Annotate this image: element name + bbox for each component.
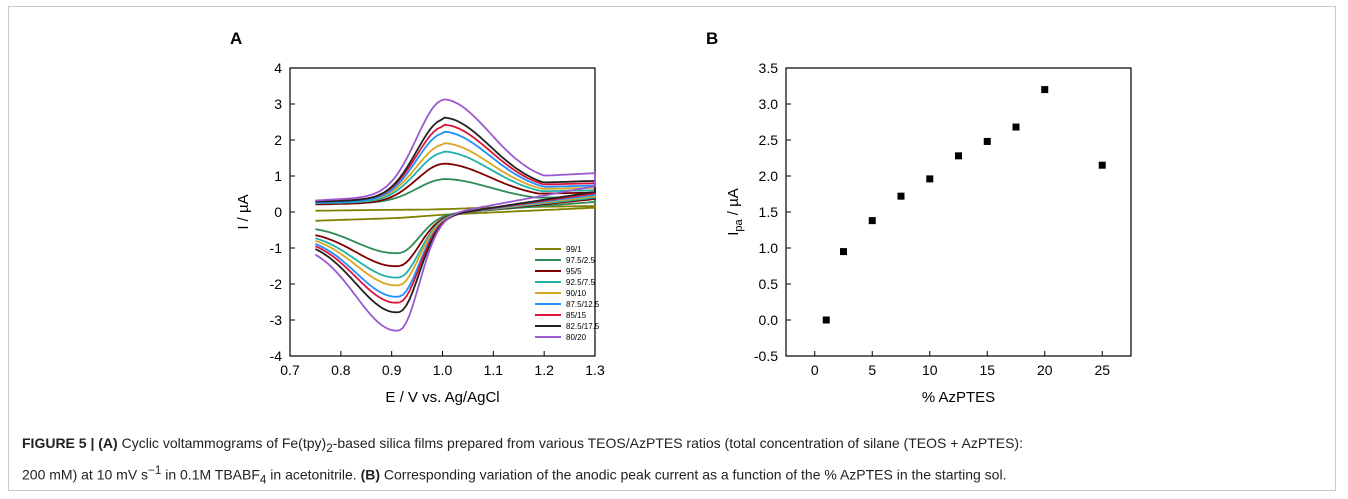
panel-letter-a: A — [230, 29, 242, 48]
legend-label-85-15: 85/15 — [566, 311, 587, 320]
x-tick-label-b: 0 — [811, 362, 819, 378]
caption-a-text-4: in 0.1M TBABF — [161, 466, 260, 483]
y-axis-title-main-b: I — [725, 232, 742, 236]
x-tick-label-a: 0.7 — [280, 362, 300, 378]
legend-label-82-5-17-5: 82.5/17.5 — [566, 322, 600, 331]
caption-figure-label: FIGURE 5 | — [22, 435, 95, 451]
x-tick-label-a: 1.2 — [534, 362, 554, 378]
x-tick-label-a: 1.1 — [484, 362, 504, 378]
scatter-point — [955, 152, 962, 160]
scatter-point — [1098, 161, 1106, 169]
caption-a-sup: −1 — [148, 463, 162, 477]
y-tick-label-b: 0.0 — [759, 312, 779, 328]
y-tick-label-a: 4 — [274, 60, 282, 76]
scatter-point — [897, 192, 905, 200]
legend-label-95-5: 95/5 — [566, 267, 582, 276]
y-tick-label-a: 3 — [274, 96, 282, 112]
panel-a-chart: 0.7 0.8 0.9 1.0 1.1 1.2 1.3 -4 -3 -2 -1 0 1 2 3 4 E / V … — [235, 60, 605, 406]
y-tick-label-b: 3.0 — [759, 96, 779, 112]
y-tick-label-a: -1 — [270, 240, 283, 256]
scatter-point — [868, 217, 876, 225]
y-tick-label-b: 2.5 — [759, 132, 779, 148]
y-tick-label-b: -0.5 — [754, 348, 778, 364]
x-tick-label-a: 0.8 — [331, 362, 351, 378]
caption-a-sub-1: 2 — [326, 441, 333, 455]
legend-label-97-5-2-5: 97.5/2.5 — [566, 256, 595, 265]
x-tick-label-b: 15 — [979, 362, 995, 378]
x-tick-label-b: 10 — [922, 362, 938, 378]
legend-label-99-1: 99/1 — [566, 245, 582, 254]
caption-a-text-3: 200 mM) at 10 mV s — [22, 466, 149, 483]
y-axis-title-sub-b: pa — [733, 218, 745, 231]
legend-label-90-10: 90/10 — [566, 289, 587, 298]
y-axis-title-b: Ipa / µA — [725, 188, 745, 236]
caption-a-text-5: in acetonitrile. — [266, 466, 361, 483]
y-tick-label-a: 1 — [274, 168, 282, 184]
x-axis-title-b: % AzPTES — [922, 389, 995, 406]
x-tick-label-b: 5 — [868, 362, 876, 378]
y-tick-label-a: -2 — [270, 276, 283, 292]
x-tick-label-a: 1.0 — [433, 362, 453, 378]
caption-a-sub-2: 4 — [259, 473, 267, 487]
y-axis-title-unit-b: / µA — [725, 188, 742, 219]
plot-frame-a — [289, 67, 596, 357]
panel-b-chart: 0 5 10 15 20 25 -0.5 0.0 0.5 1.0 1.5 2.0 2.5 3.0 3.5 % … — [725, 60, 1132, 406]
cv-curve-99-1 — [315, 205, 596, 222]
figure-frame — [8, 6, 1336, 491]
legend-label-92-5-7-5: 92.5/7.5 — [566, 278, 595, 287]
legend-label-87-5-12-5: 87.5/12.5 — [566, 300, 600, 309]
y-tick-label-a: -4 — [270, 348, 283, 364]
x-tick-label-a: 0.9 — [382, 362, 402, 378]
y-tick-label-b: 3.5 — [759, 60, 779, 76]
x-tick-label-a: 1.3 — [585, 362, 605, 378]
scatter-point — [822, 316, 830, 324]
scatter-point — [1041, 86, 1049, 94]
caption-a-tag: (A) — [98, 435, 118, 451]
scatter-point — [1012, 123, 1020, 131]
y-tick-label-a: -3 — [270, 312, 283, 328]
y-tick-label-b: 0.5 — [759, 276, 779, 292]
y-tick-label-b: 1.5 — [759, 204, 779, 220]
x-tick-label-b: 25 — [1094, 362, 1110, 378]
y-axis-title-a: I / µA — [235, 194, 252, 229]
caption-a-text-2: -based silica films prepared from variou… — [332, 435, 1023, 451]
figure-caption: FIGURE 5 | (A) Cyclic voltammograms of F… — [22, 432, 1322, 491]
caption-a-text-1: Cyclic voltammograms of Fe(tpy) — [121, 435, 327, 451]
y-tick-label-b: 2.0 — [759, 168, 779, 184]
panel-letter-b: B — [706, 29, 718, 48]
x-axis-title-a: E / V vs. Ag/AgCl — [385, 389, 499, 406]
y-tick-label-b: 1.0 — [759, 240, 779, 256]
scatter-point — [983, 137, 991, 145]
y-tick-label-a: 0 — [274, 204, 282, 220]
x-tick-label-b: 20 — [1037, 362, 1053, 378]
cv-curve-80-20 — [314, 98, 596, 332]
scatter-point — [926, 175, 934, 183]
scatter-point — [840, 248, 847, 256]
y-tick-label-a: 2 — [274, 132, 282, 148]
caption-b-tag: (B) — [360, 466, 380, 483]
legend-label-80-20: 80/20 — [566, 333, 587, 342]
plot-frame-b — [785, 67, 1132, 357]
caption-b-text: Corresponding variation of the anodic pe… — [380, 466, 1007, 483]
